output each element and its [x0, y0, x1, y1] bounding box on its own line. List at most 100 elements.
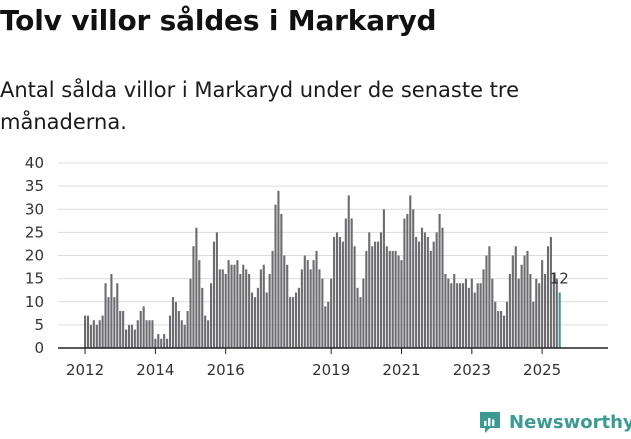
- bar: [344, 218, 347, 348]
- bar: [107, 297, 110, 349]
- y-tick-label: 35: [25, 177, 44, 195]
- bar: [148, 320, 151, 348]
- x-tick-label: 2019: [312, 361, 350, 379]
- bar: [523, 255, 526, 348]
- bar: [391, 250, 394, 349]
- bar: [86, 315, 90, 349]
- bar: [365, 250, 368, 349]
- bar: [116, 283, 119, 348]
- bar: [470, 278, 473, 349]
- y-tick-label: 30: [25, 200, 44, 218]
- bar: [309, 269, 312, 349]
- bar: [500, 311, 503, 348]
- bar: [160, 338, 163, 348]
- y-tick-label: 15: [25, 270, 44, 288]
- bar: [356, 287, 359, 349]
- bar: [198, 260, 201, 349]
- bar: [139, 311, 142, 348]
- bar: [502, 315, 506, 349]
- bar: [382, 209, 385, 348]
- newsworthy-logo-icon: [480, 412, 500, 433]
- last-value-label: 12: [550, 270, 569, 288]
- bar: [177, 311, 180, 348]
- bar: [459, 283, 462, 348]
- bar: [353, 246, 356, 348]
- bar: [145, 320, 148, 348]
- bar: [362, 278, 365, 349]
- bar: [388, 250, 391, 349]
- bar: [215, 232, 218, 349]
- bar: [259, 269, 262, 349]
- bar: [212, 241, 216, 348]
- bar: [113, 297, 116, 349]
- bar: [122, 311, 125, 348]
- bar: [204, 315, 207, 349]
- x-tick-label: 2023: [453, 361, 491, 379]
- y-tick-label: 0: [34, 339, 44, 357]
- bar: [508, 274, 511, 348]
- bar: [549, 237, 552, 348]
- brand-name: Newsworthy: [509, 411, 631, 433]
- bar: [256, 287, 259, 349]
- y-tick-label: 25: [25, 223, 44, 241]
- bar: [297, 287, 300, 349]
- bar: [514, 246, 517, 348]
- bar: [286, 264, 289, 348]
- bar: [456, 283, 459, 348]
- bar: [130, 324, 133, 349]
- bar: [224, 274, 227, 348]
- bar: [271, 250, 274, 349]
- bar: [239, 274, 242, 348]
- bar: [321, 278, 324, 349]
- bar: [444, 274, 447, 348]
- bar: [485, 255, 488, 348]
- bar: [415, 237, 418, 348]
- bar: [230, 264, 233, 348]
- bar: [98, 320, 101, 348]
- bar: [245, 269, 248, 349]
- bar: [303, 255, 306, 348]
- bar: [377, 241, 380, 348]
- bar: [333, 237, 336, 348]
- bar: [292, 297, 295, 349]
- bar: [171, 297, 174, 349]
- bar: [432, 241, 435, 348]
- bar: [166, 338, 169, 348]
- bar: [330, 278, 333, 349]
- bar: [526, 250, 529, 349]
- bar: [368, 232, 371, 349]
- bar: [491, 278, 494, 349]
- bar: [142, 306, 145, 349]
- bar: [447, 278, 450, 349]
- bar: [195, 227, 198, 348]
- bar: [435, 232, 438, 349]
- brand-logo: Newsworthy: [477, 408, 631, 436]
- bar: [473, 292, 476, 348]
- bar: [277, 190, 280, 348]
- bar: [262, 264, 265, 348]
- bar: [438, 213, 441, 349]
- bar: [312, 260, 315, 349]
- bar: [541, 260, 544, 349]
- y-tick-label: 5: [34, 316, 44, 334]
- x-tick-label: 2025: [523, 361, 561, 379]
- bar: [207, 320, 210, 348]
- bar: [544, 274, 547, 348]
- bar: [95, 324, 98, 349]
- bar: [183, 324, 186, 349]
- bar: [464, 278, 467, 349]
- bar: [350, 218, 353, 348]
- bar: [476, 283, 479, 348]
- x-tick-label: 2012: [66, 361, 104, 379]
- bar: [136, 320, 139, 348]
- bar: [412, 209, 415, 348]
- bar: [92, 320, 95, 348]
- y-tick-label: 10: [25, 293, 44, 311]
- bar: [520, 264, 523, 348]
- bar: [201, 287, 204, 349]
- bar: [420, 227, 424, 348]
- bar: [450, 283, 453, 348]
- bar: [467, 287, 470, 349]
- bar: [535, 278, 538, 349]
- bar: [546, 246, 550, 348]
